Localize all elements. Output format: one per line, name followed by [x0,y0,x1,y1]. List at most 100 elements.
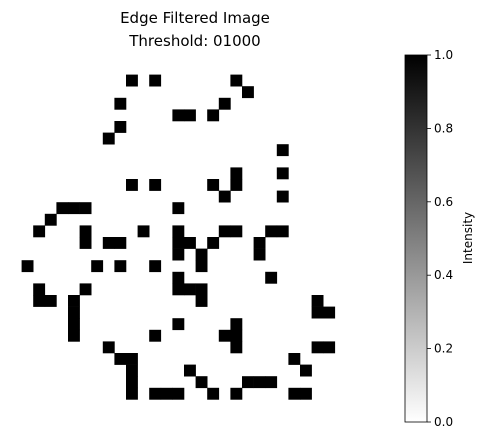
heatmap-cell [218,225,231,238]
heatmap-cell [102,237,115,249]
heatmap-cell [230,179,243,191]
heatmap-cell [230,167,243,180]
heatmap-cell [79,225,92,238]
heatmap-cell [68,306,80,319]
heatmap-cell [184,237,196,249]
colorbar-tick-label: 0.8 [434,121,453,135]
colorbar-tick-label: 1.0 [434,48,453,62]
heatmap-cell [311,295,324,307]
heatmap-cell [300,364,312,377]
heatmap-cell [149,74,162,87]
heatmap-cell [33,225,46,238]
heatmap-cell [230,341,243,354]
heatmap-cell [230,329,243,342]
colorbar-ticks: 0.0 0.2 0.4 0.6 0.8 1.0 [427,48,453,429]
heatmap-cell [149,179,162,191]
heatmap-cell [137,225,150,238]
heatmap-cell [195,283,208,296]
heatmap-cell [172,202,185,215]
heatmap-cell [126,387,138,400]
heatmap-cell [172,387,185,400]
heatmap-cells [21,74,336,400]
colorbar-label: Intensity [461,212,475,264]
heatmap-cell [242,86,254,99]
heatmap-cell [265,225,278,238]
heatmap-cell [79,237,92,249]
heatmap-cell [102,132,115,145]
heatmap-cell [68,202,80,215]
colorbar-tick-label: 0.2 [434,342,453,356]
heatmap-cell [114,237,127,249]
heatmap-cell [276,167,289,180]
heatmap-cell [172,271,185,284]
heatmap-cell [79,283,92,296]
heatmap-cell [102,341,115,354]
colorbar-tick-label: 0.0 [434,415,453,429]
heatmap-cell [114,121,127,133]
heatmap-cell [218,97,231,110]
colorbar-tick-label: 0.6 [434,195,453,209]
heatmap-cell [265,376,278,389]
heatmap-cell [114,353,127,365]
heatmap-cell [184,283,196,296]
heatmap-cell [253,248,266,261]
heatmap-cell [126,353,138,365]
heatmap-cell [323,306,336,319]
heatmap-cell [91,260,104,273]
heatmap-cell [56,202,69,215]
heatmap-cell [79,202,92,215]
heatmap-cell [288,353,301,365]
heatmap-cell [311,306,324,319]
heatmap-cell [149,329,162,342]
heatmap-cell [218,190,231,203]
heatmap-cell [114,260,127,273]
heatmap-cell [44,213,57,226]
heatmap-cell [68,295,80,307]
heatmap-cell [230,225,243,238]
heatmap-cell [126,179,138,191]
heatmap-cell [114,97,127,110]
heatmap-cell [172,237,185,249]
heatmap-cell [207,179,220,191]
heatmap-cell [172,109,185,122]
colorbar [404,54,428,423]
heatmap-cell [160,387,173,400]
heatmap-cell [218,329,231,342]
heatmap-cell [195,376,208,389]
heatmap-cell [323,341,336,354]
heatmap-cell [230,318,243,331]
heatmap-cell [126,364,138,377]
heatmap-cell [288,387,301,400]
heatmap-cell [230,387,243,400]
chart-title: Edge Filtered Image [120,9,270,27]
heatmap-cell [207,109,220,122]
heatmap-cell [195,248,208,261]
heatmap-cell [44,295,57,307]
heatmap-cell [265,271,278,284]
heatmap-cell [207,237,220,249]
heatmap-cell [68,318,80,331]
heatmap-cell [172,225,185,238]
heatmap-cell [126,376,138,389]
heatmap-cell [149,387,162,400]
heatmap-cell [172,248,185,261]
heatmap-cell [33,295,46,307]
heatmap-cell [33,283,46,296]
chart-subtitle: Threshold: 01000 [128,32,260,50]
heatmap-cell [149,260,162,273]
heatmap-cell [230,74,243,87]
heatmap-cell [276,190,289,203]
heatmap-cell [276,225,289,238]
heatmap-cell [300,387,312,400]
heatmap-cell [195,295,208,307]
heatmap-cell [68,329,80,342]
heatmap-cell [242,376,254,389]
heatmap-cell [253,376,266,389]
heatmap-cell [21,260,34,273]
heatmap-cell [311,341,324,354]
heatmap-cell [253,237,266,249]
heatmap-cell [184,109,196,122]
colorbar-tick-label: 0.4 [434,268,453,282]
heatmap-cell [172,283,185,296]
